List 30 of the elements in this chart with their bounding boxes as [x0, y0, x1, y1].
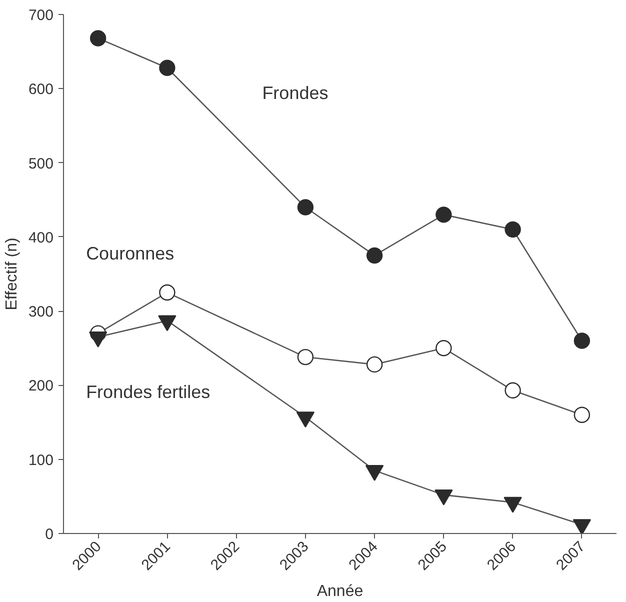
- y-tick-label: 500: [28, 155, 54, 172]
- point: [159, 284, 176, 301]
- point: [572, 519, 592, 534]
- point: [90, 30, 106, 46]
- series-label: Frondes fertiles: [86, 382, 210, 402]
- point: [574, 406, 590, 423]
- point: [504, 496, 522, 513]
- y-axis-title: Effectif (n): [3, 238, 20, 310]
- point: [159, 60, 176, 76]
- point: [436, 206, 452, 223]
- point: [365, 464, 384, 481]
- x-axis-title: Année: [316, 582, 364, 600]
- y-tick-label: 100: [28, 452, 54, 469]
- series-label: Couronnes: [86, 243, 174, 264]
- y-tick-label: 700: [28, 7, 54, 24]
- y-tick-label: 400: [28, 229, 54, 246]
- point: [574, 332, 590, 349]
- point: [434, 489, 453, 506]
- point: [366, 356, 383, 373]
- point: [504, 382, 521, 398]
- y-tick-label: 200: [28, 378, 54, 395]
- point: [504, 221, 521, 238]
- y-tick-label: 0: [45, 526, 54, 543]
- y-tick-label: 600: [28, 81, 54, 98]
- point: [297, 199, 314, 216]
- text: Frondes: [262, 82, 328, 103]
- point: [366, 247, 383, 264]
- point: [297, 348, 314, 366]
- point: [436, 340, 452, 356]
- y-tick-label: 300: [28, 304, 54, 321]
